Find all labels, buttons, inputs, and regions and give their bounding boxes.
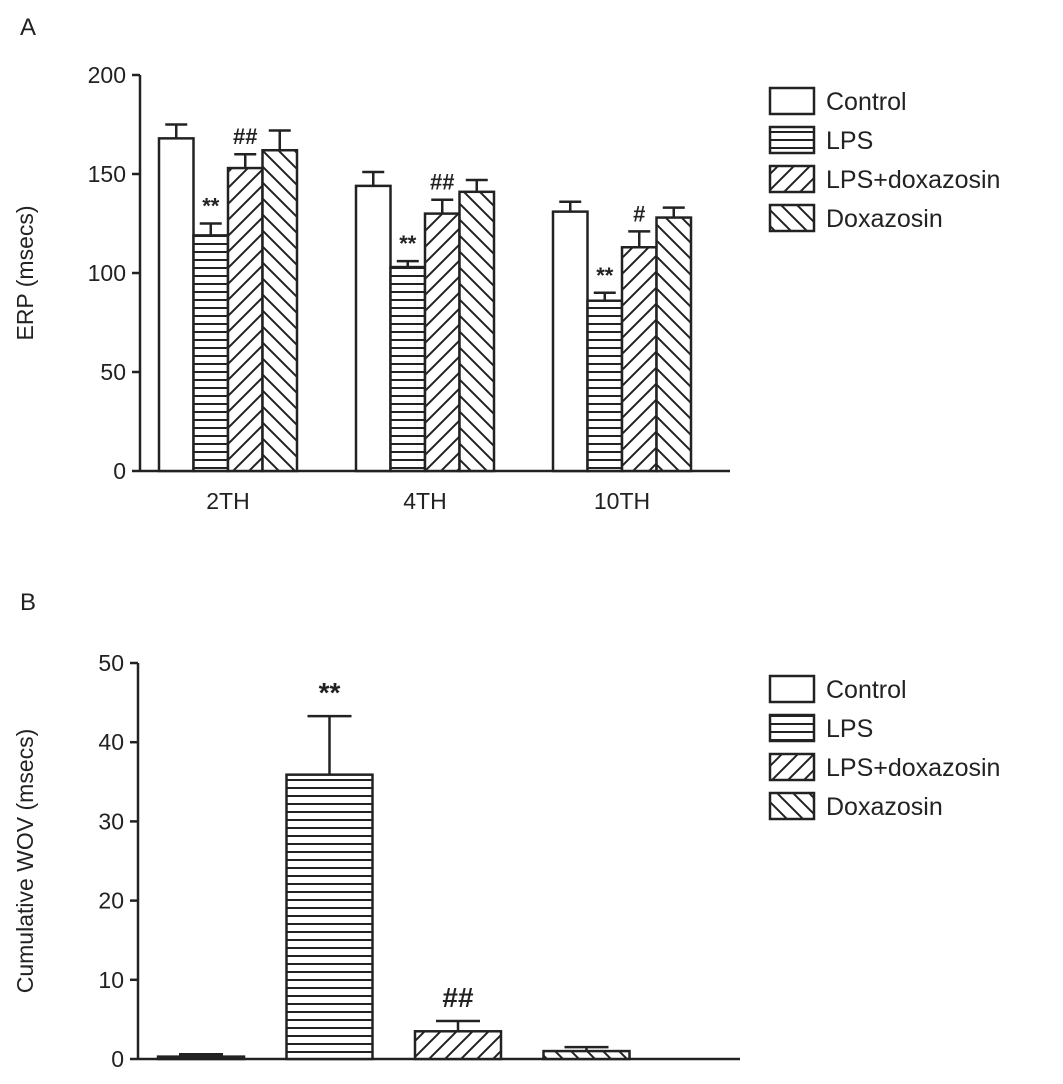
significance-marker: ** bbox=[202, 194, 220, 219]
y-axis-label-b: Cumulative WOV (msecs) bbox=[12, 729, 38, 994]
legend-label: LPS bbox=[826, 127, 873, 155]
significance-marker: ** bbox=[399, 231, 417, 256]
y-axis-label-a: ERP (msecs) bbox=[12, 205, 38, 340]
bar-lps bbox=[586, 299, 624, 473]
y-tick-label: 50 bbox=[98, 650, 124, 676]
significance-marker: ## bbox=[442, 982, 474, 1013]
bar-control bbox=[157, 137, 195, 473]
bar-control bbox=[156, 1055, 246, 1061]
legend-swatch bbox=[768, 674, 816, 704]
significance-marker: ## bbox=[430, 170, 454, 195]
bar-lps-doxazosin bbox=[226, 166, 264, 473]
legend-label: Doxazosin bbox=[826, 793, 943, 821]
legend-swatch bbox=[768, 164, 816, 194]
y-tick-label: 150 bbox=[88, 161, 126, 187]
y-tick-label: 30 bbox=[98, 808, 124, 834]
bar-lps bbox=[192, 234, 230, 473]
panel-label-b: B bbox=[20, 589, 36, 616]
legend-swatch bbox=[768, 203, 816, 233]
bar-lps bbox=[285, 773, 374, 1061]
bar-doxazosin bbox=[261, 148, 299, 473]
legend-swatch bbox=[768, 86, 816, 116]
x-tick-label: 10TH bbox=[594, 488, 650, 514]
significance-marker: ** bbox=[319, 677, 341, 708]
y-tick-label: 100 bbox=[88, 260, 126, 286]
chart-a: 0 50 100 150 200 ** ## 2TH ** ## 4TH ** #10TH Control… bbox=[88, 62, 1001, 514]
x-tick-label: 2TH bbox=[206, 488, 249, 514]
y-tick-label: 0 bbox=[111, 1046, 124, 1072]
legend-label: Control bbox=[826, 88, 907, 116]
significance-marker: ## bbox=[233, 124, 257, 149]
y-tick-label: 20 bbox=[98, 888, 124, 914]
chart-b: 0 10 20 30 40 50 ** ## Control LPS LPS+doxazosin Do… bbox=[98, 650, 1000, 1072]
x-tick-label: 4TH bbox=[403, 488, 446, 514]
legend-label: Doxazosin bbox=[826, 205, 943, 233]
bar-lps-doxazosin bbox=[423, 212, 461, 473]
legend-swatch bbox=[768, 713, 816, 743]
legend-label: LPS bbox=[826, 715, 873, 743]
panel-label-a: A bbox=[20, 14, 36, 41]
bar-control bbox=[551, 210, 589, 473]
y-tick-label: 40 bbox=[98, 729, 124, 755]
y-tick-label: 50 bbox=[100, 359, 126, 385]
bar-lps-doxazosin bbox=[413, 1030, 503, 1061]
y-tick-label: 0 bbox=[113, 458, 126, 484]
legend-label: LPS+doxazosin bbox=[826, 166, 1000, 194]
significance-marker: ** bbox=[596, 263, 614, 288]
y-tick-label: 200 bbox=[88, 62, 126, 88]
legend-swatch bbox=[768, 791, 816, 821]
bar-lps-doxazosin bbox=[620, 246, 658, 473]
bar-doxazosin bbox=[458, 190, 496, 473]
legend-swatch bbox=[768, 752, 816, 782]
legend-swatch bbox=[768, 125, 816, 155]
bar-lps bbox=[389, 265, 427, 473]
legend-label: Control bbox=[826, 676, 907, 704]
bar-doxazosin bbox=[655, 216, 693, 473]
y-tick-label: 10 bbox=[98, 967, 124, 993]
significance-marker: # bbox=[633, 201, 645, 226]
legend-label: LPS+doxazosin bbox=[826, 754, 1000, 782]
bar-control bbox=[354, 184, 392, 473]
bar-doxazosin bbox=[542, 1049, 631, 1061]
